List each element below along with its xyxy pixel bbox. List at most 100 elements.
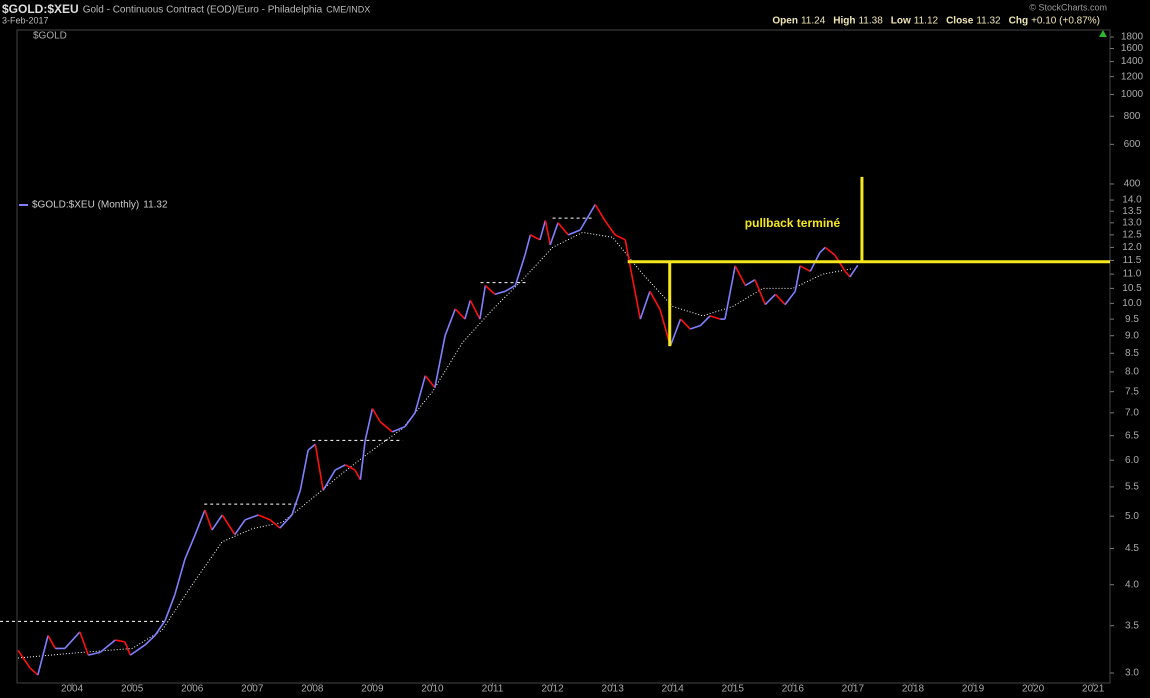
price-segment	[799, 265, 811, 273]
price-segment	[322, 469, 336, 491]
x-tick-label: 2021	[1082, 684, 1105, 695]
y-tick-label: 13.0	[1122, 217, 1142, 228]
price-segment	[734, 265, 747, 286]
y-tick-label: 10.0	[1122, 298, 1142, 309]
price-segment	[291, 490, 302, 516]
x-tick-label: 2007	[241, 684, 264, 695]
y-tick-label: 7.0	[1125, 408, 1139, 419]
price-segment	[594, 204, 606, 221]
legend-value: 11.32	[143, 200, 168, 211]
up-arrow	[1099, 30, 1107, 37]
y-tick-label: 6.5	[1125, 430, 1139, 441]
x-tick-label: 2004	[61, 684, 84, 695]
x-tick-label: 2020	[1022, 684, 1045, 695]
price-segment	[314, 444, 324, 491]
price-segment	[709, 315, 721, 320]
price-segment	[88, 651, 101, 656]
y2-tick-label: 1800	[1121, 32, 1144, 43]
price-segment	[47, 635, 56, 649]
price-segment	[115, 639, 126, 643]
price-segment	[99, 639, 116, 653]
price-segment	[539, 220, 547, 241]
x-tick-label: 2013	[602, 684, 625, 695]
price-segment	[334, 464, 346, 471]
price-segment	[604, 219, 616, 236]
x-tick-label: 2018	[902, 684, 925, 695]
price-segment	[29, 667, 39, 676]
price-segment	[37, 635, 49, 676]
y-tick-label: 7.5	[1125, 386, 1139, 397]
price-segment	[404, 412, 416, 428]
price-segment	[371, 408, 381, 423]
y2-tick-label: 1200	[1121, 71, 1144, 82]
quote-value: 11.32	[976, 16, 1001, 27]
price-segment	[679, 318, 691, 330]
date: 3-Feb-2017	[2, 15, 49, 25]
x-tick-label: 2011	[482, 684, 504, 695]
y-tick-label: 12.0	[1122, 242, 1142, 253]
price-segment	[494, 290, 506, 296]
price-segment	[17, 649, 31, 669]
y2-tick-label: 1600	[1121, 43, 1144, 54]
price-segment	[244, 514, 259, 521]
quote-label: High	[833, 16, 855, 27]
price-segment	[764, 293, 777, 306]
quote-value: +0.10 (+0.87%)	[1031, 16, 1100, 27]
price-segment	[464, 300, 472, 320]
price-segment	[434, 335, 446, 388]
price-segment	[784, 290, 796, 306]
price-segment	[469, 299, 481, 320]
y-tick-label: 4.5	[1125, 543, 1139, 554]
price-segment	[184, 534, 196, 560]
x-tick-label: 2010	[421, 684, 444, 695]
y2-tick-label: 1000	[1121, 89, 1144, 100]
overlay-label: $GOLD	[33, 31, 67, 42]
price-segment	[774, 293, 786, 306]
y-tick-label: 12.5	[1122, 229, 1142, 240]
price-segment	[579, 204, 596, 231]
symbol: $GOLD:$XEU	[2, 2, 79, 16]
price-segment	[479, 285, 487, 320]
price-segment	[204, 509, 213, 531]
y-tick-label: 3.5	[1125, 620, 1139, 631]
y-tick-label: 3.0	[1125, 668, 1139, 679]
price-segment	[164, 594, 176, 621]
x-tick-label: 2014	[662, 684, 685, 695]
price-segment	[724, 265, 736, 320]
price-segment	[64, 631, 81, 649]
price-segment	[689, 324, 701, 330]
price-segment	[454, 308, 466, 320]
x-tick-label: 2019	[962, 684, 985, 695]
price-segment	[234, 519, 246, 535]
price-segment	[359, 440, 366, 480]
x-tick-label: 2015	[722, 684, 745, 695]
price-segment	[744, 279, 756, 287]
x-tick-label: 2006	[181, 684, 204, 695]
price-segment	[211, 514, 223, 531]
quote-value: 11.38	[858, 16, 883, 27]
price-segment	[699, 315, 711, 327]
price-segment	[144, 634, 156, 646]
price-segment	[154, 620, 166, 636]
y-tick-label: 10.5	[1122, 283, 1142, 294]
price-segment	[174, 558, 186, 596]
y-tick-label: 8.0	[1125, 367, 1139, 378]
price-segment	[629, 265, 642, 320]
price-segment	[530, 234, 541, 241]
price-segment	[484, 284, 496, 295]
price-segment	[257, 514, 271, 521]
price-segment	[669, 318, 682, 347]
x-tick-label: 2012	[541, 684, 564, 695]
price-segment	[299, 449, 309, 491]
price-segment	[269, 519, 281, 529]
price-segment	[794, 265, 801, 292]
y-tick-label: 11.5	[1123, 255, 1142, 266]
quote-value: 11.24	[801, 16, 826, 27]
price-segment	[567, 229, 581, 236]
y-tick-label: 9.0	[1125, 330, 1139, 341]
y-tick-label: 5.5	[1125, 482, 1139, 493]
price-segment	[824, 246, 836, 256]
price-segment	[544, 220, 551, 245]
price-segment	[391, 426, 406, 433]
